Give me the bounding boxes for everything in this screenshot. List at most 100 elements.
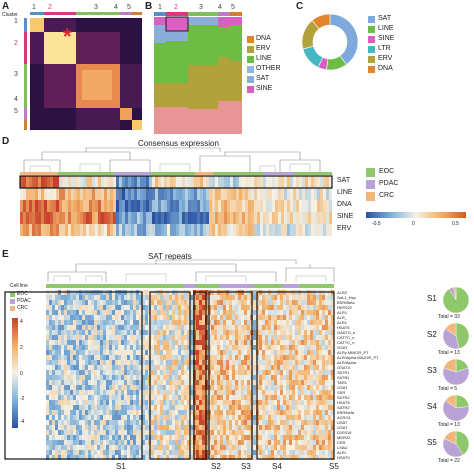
color-scale-bar xyxy=(366,212,466,218)
cluster-number: 1 xyxy=(158,4,162,11)
legend-label: SINE xyxy=(256,85,273,92)
row-label: HSAT5 xyxy=(337,400,350,405)
row-label: USAT xyxy=(337,420,348,425)
donut-slice-sat xyxy=(329,13,359,66)
cluster-number: 5 xyxy=(127,4,131,11)
pie-title-s5: S5 xyxy=(427,438,437,447)
pie-slice-crc xyxy=(445,394,457,409)
row-label: HSATII xyxy=(337,455,350,460)
legend-label: DNA xyxy=(378,65,393,72)
legend-label: PDAC xyxy=(17,298,31,304)
pie-slice-crc xyxy=(443,358,457,373)
legend-label: ERV xyxy=(378,55,393,62)
cluster-label-s4: S4 xyxy=(272,462,282,471)
row-label: TAR1 xyxy=(337,380,347,385)
pie-chart-s2 xyxy=(442,322,470,350)
scale-tick: 2 xyxy=(20,345,23,351)
donut-slice-ltr xyxy=(302,45,324,68)
row-label-sat: SAT xyxy=(337,177,351,184)
panel-label-d: D xyxy=(2,136,10,147)
row-label-erv: ERV xyxy=(337,225,352,232)
row-label: BSR/beta xyxy=(337,410,355,415)
proportion-stacked-bars xyxy=(154,12,242,134)
cluster-label-s3: S3 xyxy=(241,462,251,471)
cluster-number: 2 xyxy=(14,40,18,47)
row-label: GAATG_n xyxy=(337,330,356,335)
cluster-number: 4 xyxy=(114,4,118,11)
cluster-number: 1 xyxy=(32,4,36,11)
scale-tick: -4 xyxy=(20,419,25,425)
row-label: REP522 xyxy=(337,305,352,310)
legend-label: LTR xyxy=(378,45,391,52)
row-label: ACRO1 xyxy=(337,415,351,420)
cluster-number: 5 xyxy=(231,4,235,11)
pie-total-label: Total = 22 xyxy=(438,458,460,464)
legend-swatch-pdac xyxy=(10,299,15,304)
cluster-number: 3 xyxy=(14,71,18,78)
cluster-number: 2 xyxy=(48,4,52,11)
legend-swatch-other xyxy=(247,66,254,73)
pie-slice-crc xyxy=(453,286,457,301)
legend-label: PDAC xyxy=(379,180,399,187)
pie-slice-crc xyxy=(443,430,457,445)
scale-tick: 0 xyxy=(20,371,23,377)
row-label: BSR/Beta xyxy=(337,300,355,305)
row-label: SATR2 xyxy=(337,395,350,400)
repeat-donut-chart xyxy=(301,13,359,71)
pie-slice-pdac xyxy=(442,328,460,350)
pie-slice-pdac xyxy=(442,400,470,422)
pie-total-label: Total = 13 xyxy=(438,422,460,428)
panel-label-c: C xyxy=(296,1,304,12)
legend-swatch-sat xyxy=(247,76,254,83)
pie-total-label: Total = 13 xyxy=(438,350,460,356)
pie-total-label: Total = 33 xyxy=(438,314,460,320)
legend-label: EOC xyxy=(17,291,28,297)
cluster-axis-label: Cluster xyxy=(2,12,18,18)
pie-chart-s5 xyxy=(442,430,470,458)
row-label: GSAT xyxy=(337,345,348,350)
row-label: GSAT xyxy=(337,385,348,390)
pie-slice-pdac xyxy=(442,367,470,386)
panel-label-b: B xyxy=(145,1,153,12)
row-label: MER22 xyxy=(337,435,351,440)
row-label: ALR1 xyxy=(337,310,348,315)
legend-swatch-line xyxy=(368,26,375,33)
consensus-matrix xyxy=(24,12,142,130)
row-label: GSAT xyxy=(337,425,348,430)
row-label: Sat-1_Hsp xyxy=(337,295,356,300)
legend-swatch-crc xyxy=(10,306,15,311)
vertical-color-scale xyxy=(12,318,18,428)
cluster-number: 3 xyxy=(94,4,98,11)
pie-slice-crc xyxy=(445,322,457,337)
highlight-star: * xyxy=(63,24,72,49)
sample-annotation-bar xyxy=(46,284,334,288)
consensus-dendrogram xyxy=(23,147,321,172)
scale-tick: 0.5 xyxy=(452,221,459,227)
legend-label: SAT xyxy=(378,15,392,22)
pie-slice-pdac xyxy=(442,438,464,458)
cellline-label: Cell line xyxy=(10,283,28,289)
scale-tick: 0 xyxy=(412,221,415,227)
row-label: LSAU xyxy=(337,445,348,450)
row-label: SSR xyxy=(337,390,346,395)
sat-dendrogram xyxy=(47,259,335,282)
consensus-heatmap xyxy=(19,175,333,236)
row-label-line: LINE xyxy=(337,189,353,196)
legend-label: EOC xyxy=(379,168,395,175)
cluster-label-s1: S1 xyxy=(116,462,126,471)
row-label: GSATX xyxy=(337,365,351,370)
row-label: ALR/Alpha MAJOR_PT xyxy=(337,355,379,360)
legend-label: LINE xyxy=(378,25,394,32)
row-label: CATTC_n xyxy=(337,335,355,340)
row-label: ALR/Alpha xyxy=(337,360,357,365)
legend-swatch-erv xyxy=(368,56,375,63)
donut-slice-dna xyxy=(311,13,331,30)
row-label: ALR_ xyxy=(337,315,348,320)
sample-annotation-bar xyxy=(20,172,332,175)
legend-swatch-pdac xyxy=(366,180,375,189)
row-label: ALRy MINOR_PT xyxy=(337,350,369,355)
sat-repeats-heatmap xyxy=(4,290,335,460)
legend-swatch-eoc xyxy=(10,292,15,297)
pie-title-s4: S4 xyxy=(427,402,437,411)
row-label-dna: DNA xyxy=(337,201,352,208)
